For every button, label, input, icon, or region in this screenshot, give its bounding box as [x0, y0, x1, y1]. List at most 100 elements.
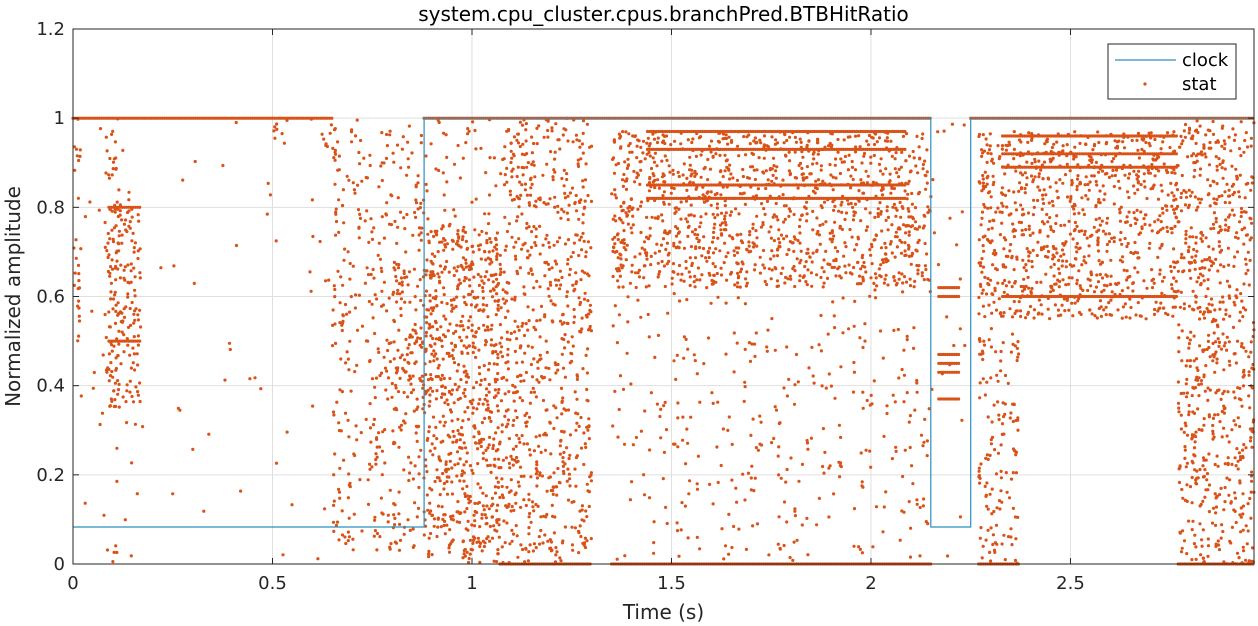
stat-point: [1079, 312, 1083, 316]
stat-point: [471, 411, 475, 415]
stat-point: [478, 560, 482, 564]
stat-point: [1006, 144, 1010, 148]
stat-point: [977, 132, 982, 137]
stat-point: [985, 160, 989, 164]
stat-point: [815, 273, 819, 277]
stat-point: [581, 541, 585, 546]
stat-point: [800, 523, 804, 527]
stat-point: [1117, 281, 1121, 285]
stat-point: [655, 164, 659, 168]
stat-point: [1028, 233, 1032, 237]
stat-point: [505, 129, 509, 133]
stat-point: [1184, 233, 1188, 237]
stat-point: [442, 523, 446, 528]
stat-point: [486, 222, 491, 226]
stat-point: [1169, 181, 1173, 185]
stat-point: [1071, 237, 1075, 241]
stat-point: [495, 252, 499, 256]
stat-point: [904, 280, 909, 284]
stat-point: [473, 128, 477, 133]
stat-point: [644, 285, 648, 289]
stat-point: [1088, 278, 1092, 282]
stat-point: [860, 551, 865, 555]
stat-point: [667, 202, 671, 206]
stat-point: [461, 324, 465, 328]
stat-point: [440, 240, 444, 244]
stat-point: [104, 171, 108, 175]
stat-point: [741, 472, 745, 476]
stat-point: [435, 357, 439, 361]
stat-point: [645, 251, 649, 255]
stat-point: [1238, 424, 1242, 429]
stat-point: [411, 388, 416, 392]
stat-point: [1090, 233, 1094, 237]
stat-point: [1241, 504, 1245, 508]
stat-point: [502, 270, 506, 274]
stat-point: [774, 408, 779, 412]
stat-point: [672, 186, 676, 191]
stat-point: [879, 212, 883, 216]
stat-point: [981, 544, 985, 548]
stat-point: [761, 263, 765, 267]
stat-point: [663, 400, 667, 404]
stat-point: [578, 524, 582, 528]
stat-point: [574, 209, 579, 213]
stat-point: [1233, 255, 1237, 259]
stat-point: [522, 166, 526, 170]
stat-point: [485, 241, 489, 245]
stat-point: [1026, 275, 1030, 279]
stat-point: [561, 464, 566, 468]
stat-point: [532, 286, 536, 290]
stat-point: [1009, 242, 1013, 247]
stat-point: [1022, 266, 1026, 270]
stat-point: [1086, 197, 1090, 201]
stat-point: [723, 220, 727, 224]
stat-point: [515, 433, 519, 437]
stat-point: [673, 139, 677, 143]
stat-point: [406, 360, 410, 364]
stat-point: [467, 278, 471, 282]
stat-point: [866, 174, 870, 178]
stat-point: [1008, 307, 1012, 311]
stat-point: [106, 366, 110, 370]
stat-point: [629, 382, 633, 386]
stat-point: [783, 281, 787, 285]
stat-point: [447, 224, 451, 228]
stat-point: [750, 464, 754, 468]
stat-point: [632, 169, 636, 173]
stat-point: [419, 298, 423, 303]
stat-point: [736, 233, 740, 237]
stat-point: [711, 251, 716, 255]
stat-point: [448, 528, 452, 532]
stat-point: [986, 457, 990, 461]
stat-point: [439, 525, 443, 529]
stat-point: [473, 501, 477, 505]
stat-point: [1172, 168, 1176, 172]
stat-point: [350, 128, 354, 132]
stat-point: [397, 548, 402, 552]
stat-point: [1023, 287, 1027, 291]
stat-point: [1092, 225, 1096, 229]
stat-point: [566, 262, 570, 266]
stat-point: [628, 141, 632, 146]
stat-point: [499, 172, 503, 176]
stat-point: [365, 209, 369, 213]
stat-point: [832, 265, 837, 269]
stat-point: [662, 450, 667, 454]
stat-point: [420, 226, 424, 230]
stat-point: [805, 165, 810, 169]
stat-point: [329, 123, 333, 127]
stat-point: [1073, 130, 1077, 134]
stat-point: [351, 537, 355, 541]
stat-point: [1044, 272, 1048, 276]
stat-point: [561, 313, 565, 317]
stat-point: [430, 513, 435, 517]
stat-point: [1137, 169, 1141, 173]
stat-point: [505, 229, 510, 234]
stat-point: [1078, 180, 1082, 184]
stat-point: [1241, 512, 1245, 516]
stat-point: [902, 400, 906, 404]
stat-point: [496, 426, 500, 430]
stat-point: [1118, 207, 1122, 211]
stat-point: [710, 278, 714, 283]
